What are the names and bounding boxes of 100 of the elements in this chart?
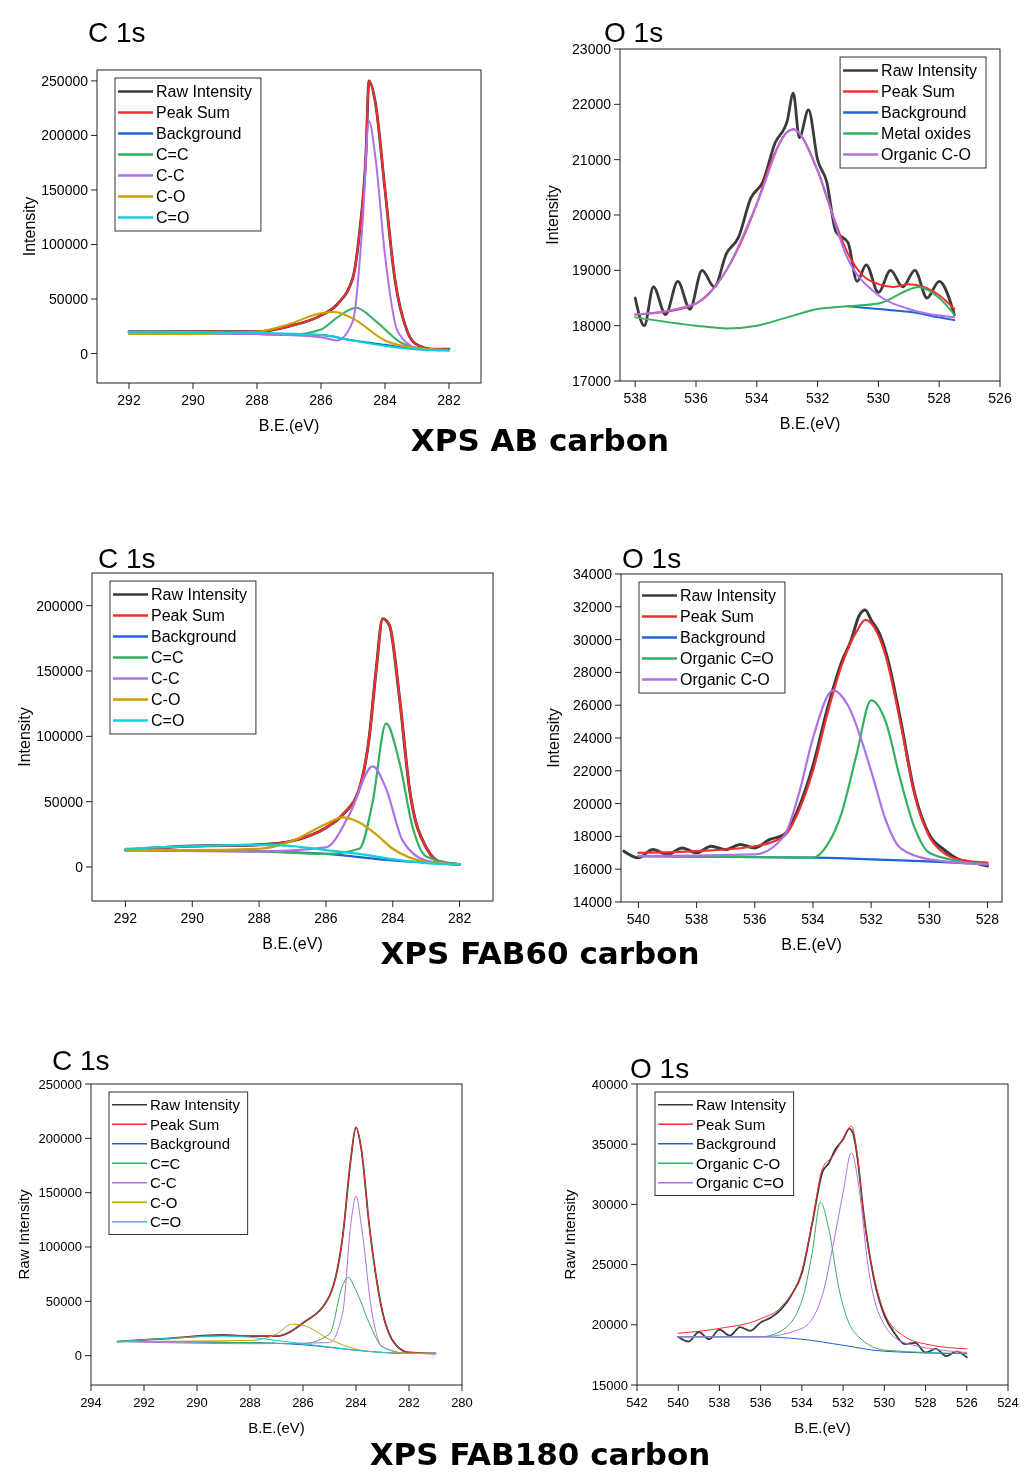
y-tick-label: 40000 [591, 1076, 628, 1092]
y-tick-label: 30000 [591, 1196, 628, 1212]
x-tick-label: 538 [684, 911, 709, 927]
legend-label: Organic C-O [696, 1154, 781, 1172]
x-tick-label: 542 [626, 1395, 648, 1410]
y-tick-label: 15000 [591, 1377, 628, 1393]
x-tick-label: 286 [314, 910, 338, 926]
x-axis-title: B.E.(eV) [781, 936, 842, 953]
x-axis-title: B.E.(eV) [248, 1419, 305, 1436]
y-tick-label: 34000 [573, 566, 613, 582]
legend-label: Background [151, 628, 237, 645]
y-axis-title: Intensity [21, 196, 38, 257]
x-tick-label: 292 [133, 1395, 155, 1410]
x-tick-label: 534 [791, 1395, 813, 1410]
x-tick-label: 530 [873, 1395, 896, 1410]
x-tick-label: 528 [975, 911, 1000, 927]
x-tick-label: 538 [708, 1395, 731, 1410]
x-tick-label: 282 [447, 910, 472, 926]
x-tick-label: 286 [309, 392, 333, 408]
x-tick-label: 536 [684, 390, 708, 406]
x-tick-label: 534 [801, 911, 825, 927]
x-tick-label: 536 [743, 911, 767, 927]
y-tick-label: 26000 [573, 697, 613, 714]
x-tick-label: 294 [80, 1395, 102, 1410]
x-tick-label: 530 [917, 911, 942, 927]
x-tick-label: 290 [180, 910, 205, 926]
legend-label: Peak Sum [151, 607, 225, 624]
y-tick-label: 250000 [41, 72, 89, 89]
y-tick-label: 14000 [573, 894, 613, 910]
y-tick-label: 30000 [573, 631, 613, 648]
x-tick-label: 540 [667, 1395, 690, 1410]
y-tick-label: 150000 [38, 1185, 82, 1201]
legend-label: C=O [156, 209, 190, 226]
legend-label: Organic C=O [696, 1174, 784, 1192]
legend-label: C=O [150, 1213, 182, 1231]
legend-label: Raw Intensity [151, 586, 248, 603]
legend-label: Raw Intensity [696, 1096, 787, 1114]
legend-label: Peak Sum [881, 83, 955, 100]
legend-label: Raw Intensity [680, 587, 777, 604]
legend-label: Peak Sum [150, 1115, 220, 1133]
text: XPS FAB180 carbon [369, 1436, 711, 1472]
legend-label: Peak Sum [156, 104, 230, 121]
y-tick-label: 50000 [44, 793, 84, 810]
legend-label: Background [696, 1135, 777, 1153]
y-axis-title: Raw Intensity [561, 1188, 578, 1280]
y-tick-label: 20000 [591, 1317, 628, 1333]
y-tick-label: 0 [74, 1348, 82, 1364]
x-tick-label: 536 [749, 1395, 772, 1410]
y-tick-label: 22000 [572, 96, 612, 113]
y-tick-label: 21000 [572, 151, 612, 168]
x-axis-title: B.E.(eV) [794, 1419, 851, 1436]
y-tick-label: 22000 [573, 762, 613, 779]
legend-label: C=C [156, 146, 189, 163]
y-tick-label: 20000 [572, 207, 612, 223]
legend-label: C=O [151, 712, 185, 729]
x-tick-label: 286 [292, 1395, 314, 1410]
chart-title: C 1s [88, 17, 146, 48]
y-tick-label: 32000 [573, 598, 613, 615]
y-tick-label: 200000 [38, 1130, 82, 1146]
legend-label: C-C [151, 670, 180, 687]
y-tick-label: 0 [75, 859, 84, 876]
x-tick-label: 532 [832, 1395, 854, 1410]
y-axis-title: Intensity [16, 707, 33, 767]
y-tick-label: 200000 [36, 597, 84, 614]
legend-label: Background [680, 629, 766, 646]
x-axis-title: B.E.(eV) [262, 935, 323, 952]
x-tick-label: 526 [988, 390, 1012, 406]
x-axis-title: B.E.(eV) [779, 415, 841, 432]
legend-label: Organic C-O [680, 671, 770, 688]
chart-title: O 1s [630, 1053, 690, 1084]
y-tick-label: 50000 [45, 1293, 82, 1309]
y-axis-title: Intensity [544, 185, 561, 245]
legend-label: Raw Intensity [881, 62, 978, 79]
legend-label: C=C [151, 649, 184, 666]
x-tick-label: 526 [955, 1395, 978, 1410]
text: XPS AB carbon [410, 422, 670, 458]
x-tick-label: 528 [927, 390, 952, 406]
chart-title: O 1s [622, 543, 682, 574]
x-tick-label: 532 [805, 390, 830, 406]
y-tick-label: 20000 [573, 795, 613, 812]
x-tick-label: 282 [437, 392, 461, 408]
x-tick-label: 290 [181, 392, 205, 408]
y-axis-title: Raw Intensity [15, 1188, 32, 1280]
y-tick-label: 28000 [573, 664, 613, 681]
legend-label: Background [150, 1135, 231, 1153]
x-axis-title: B.E.(eV) [258, 417, 320, 434]
x-tick-label: 540 [626, 911, 651, 927]
legend-label: Organic C-O [881, 146, 971, 163]
x-tick-label: 528 [914, 1395, 937, 1410]
legend-label: Metal oxides [881, 125, 971, 142]
y-tick-label: 17000 [572, 373, 612, 389]
x-tick-label: 284 [345, 1395, 367, 1410]
x-tick-label: 284 [381, 910, 405, 926]
x-tick-label: 280 [451, 1395, 473, 1410]
y-tick-label: 50000 [49, 291, 89, 308]
x-tick-label: 288 [247, 910, 271, 926]
legend-label: C=C [150, 1154, 181, 1172]
y-tick-label: 250000 [38, 1076, 82, 1092]
legend-label: Raw Intensity [150, 1096, 241, 1114]
y-tick-label: 35000 [591, 1136, 628, 1152]
